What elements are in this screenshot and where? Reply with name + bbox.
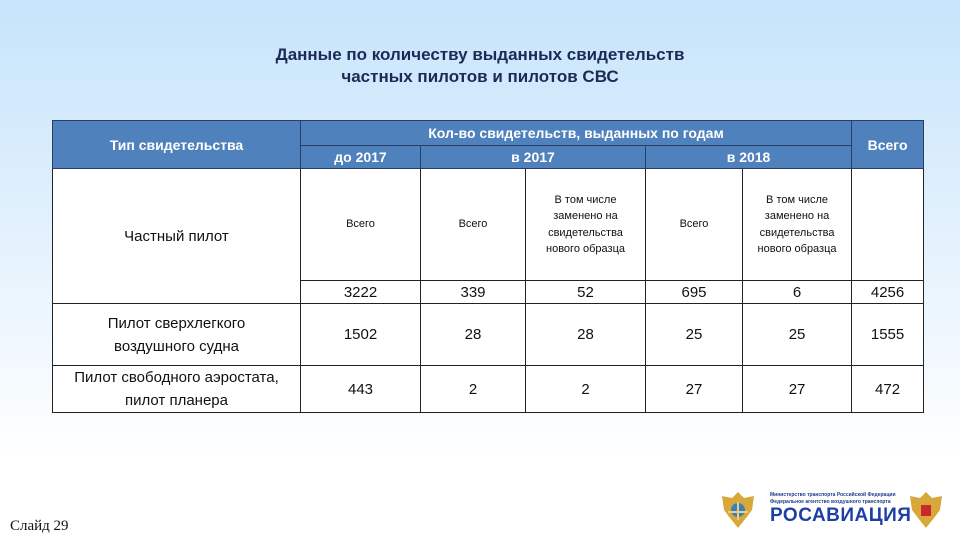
title-line-1: Данные по количеству выданных свидетельс…: [275, 45, 685, 64]
subheader-total: Всего: [645, 168, 743, 281]
certificates-table: Тип свидетельства Кол-во свидетельств, в…: [52, 120, 925, 413]
header-total: Всего: [851, 120, 925, 169]
cell: 6: [741, 280, 853, 304]
russia-coat-of-arms-icon: [910, 492, 942, 528]
cell: 28: [525, 303, 646, 366]
cell: 2: [525, 365, 646, 413]
cell: 25: [645, 303, 743, 366]
subheader-replaced: В том числе заменено на свидетельства но…: [741, 168, 853, 281]
agency-text: Федеральное агентство воздушного транспо…: [770, 499, 891, 505]
header-group: Кол-во свидетельств, выданных по годам: [299, 120, 853, 146]
row-type: Частный пилот: [52, 168, 301, 304]
header-type: Тип свидетельства: [52, 120, 301, 169]
ministry-text: Министерство транспорта Российской Федер…: [770, 492, 896, 498]
cell: 339: [420, 280, 526, 304]
row-type: Пилот сверхлегкого воздушного судна: [52, 303, 301, 366]
cell: 695: [645, 280, 743, 304]
cell: 1502: [300, 303, 421, 366]
header-2017: в 2017: [420, 145, 646, 169]
brand-text: РОСАВИАЦИЯ: [770, 505, 912, 526]
slide-number: Слайд 29: [10, 518, 69, 534]
subheader-replaced: В том числе заменено на свидетельства но…: [525, 168, 646, 281]
slide-title: Данные по количеству выданных свидетельс…: [0, 44, 960, 88]
cell: 2: [420, 365, 526, 413]
cell: 443: [300, 365, 421, 413]
cell: 52: [525, 280, 646, 304]
empty-cell: [851, 168, 925, 281]
subheader-total: Всего: [300, 168, 421, 281]
cell: 3222: [300, 280, 421, 304]
header-2018: в 2018: [644, 145, 853, 169]
cell: 27: [741, 365, 853, 413]
title-line-2: частных пилотов и пилотов СВС: [341, 67, 619, 86]
table-row: Пилот свободного аэростата, пилот планер…: [52, 365, 925, 413]
subheader-total: Всего: [420, 168, 526, 281]
table-row: Пилот сверхлегкого воздушного судна 1502…: [52, 303, 925, 366]
row-type: Пилот свободного аэростата, пилот планер…: [52, 365, 301, 413]
cell: 27: [645, 365, 743, 413]
cell: 28: [420, 303, 526, 366]
rosaviatsia-logo: Министерство транспорта Российской Федер…: [718, 486, 948, 534]
transport-emblem-icon: [722, 492, 754, 528]
table-row: 3222 339 52 695 6 4256: [53, 280, 925, 304]
cell: 4256: [851, 280, 925, 304]
cell: 25: [741, 303, 853, 366]
cell: 472: [851, 365, 925, 413]
header-before-2017: до 2017: [300, 145, 421, 169]
cell: 1555: [851, 303, 925, 366]
